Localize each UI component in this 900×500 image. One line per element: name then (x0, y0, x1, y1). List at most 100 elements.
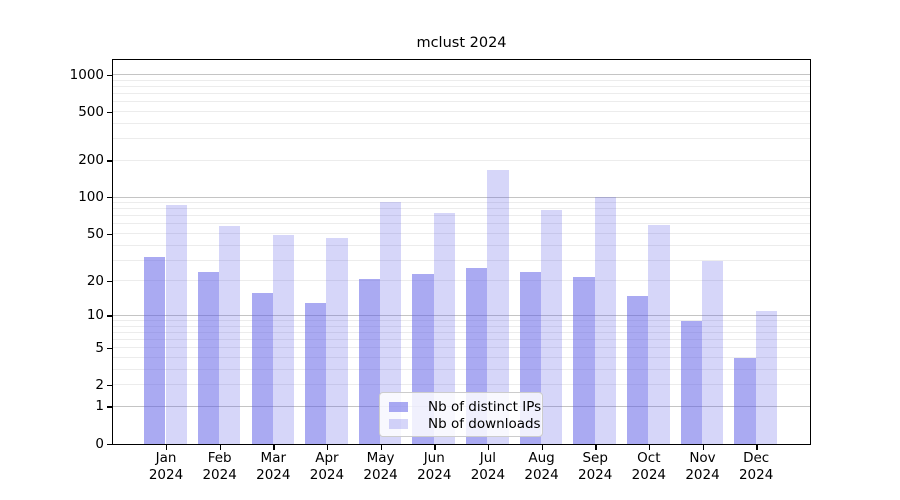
x-tick-label: Oct 2024 (631, 450, 667, 483)
y-tick-label: 2 (95, 376, 104, 393)
bar-distinct-ips (305, 303, 327, 444)
x-tick-label: Jul 2024 (470, 450, 506, 483)
bar-distinct-ips (627, 295, 649, 444)
grid-minor-line (113, 331, 810, 333)
x-tick-mark (219, 444, 222, 450)
x-tick-label: Jun 2024 (417, 450, 452, 483)
bar-downloads (487, 170, 509, 444)
grid-minor-line (113, 93, 810, 95)
bar-downloads (702, 260, 724, 444)
y-tick-label: 1000 (69, 66, 104, 83)
x-tick-label: Nov 2024 (685, 450, 720, 483)
grid-minor-line (113, 223, 810, 225)
bar-downloads (165, 204, 187, 444)
grid-minor-line (113, 280, 810, 282)
bar-downloads (433, 213, 456, 444)
chart-title: mclust 2024 (416, 35, 507, 51)
bar-downloads (648, 225, 670, 444)
bar-distinct-ips (144, 257, 166, 444)
y-tick-mark (107, 280, 112, 283)
x-tick-label: May 2024 (363, 450, 398, 483)
bar-downloads (272, 235, 295, 444)
y-tick-mark (107, 74, 112, 76)
y-tick-mark (107, 160, 112, 162)
grid-minor-line (113, 101, 810, 103)
grid-minor-line (113, 233, 810, 235)
x-tick-label: Jan 2024 (148, 450, 184, 483)
x-tick-label: Aug 2024 (524, 450, 559, 483)
x-tick-label: Feb 2024 (202, 450, 237, 483)
bar-downloads (219, 226, 241, 444)
bar-distinct-ips (358, 278, 381, 444)
legend: Nb of distinct IPs Nb of downloads (379, 392, 543, 437)
grid-minor-line (113, 325, 810, 327)
x-tick-label: Mar 2024 (256, 450, 291, 483)
y-tick-mark (107, 197, 112, 199)
x-tick-mark (273, 444, 275, 450)
bar-downloads (755, 311, 777, 444)
y-tick-label: 500 (78, 103, 104, 120)
grid-minor-line (113, 244, 810, 246)
legend-label-downloads: Nb of downloads (428, 415, 541, 432)
grid-minor-line (113, 347, 810, 349)
legend-item-downloads: Nb of downloads (389, 416, 541, 432)
bar-distinct-ips (251, 292, 273, 444)
grid-major-line (113, 314, 810, 316)
y-tick-label: 1 (95, 398, 104, 415)
grid-minor-line (113, 202, 810, 204)
grid-minor-line (113, 357, 810, 359)
x-tick-label: Dec 2024 (738, 450, 774, 483)
bar-distinct-ips (197, 272, 220, 444)
x-tick-mark (756, 444, 758, 450)
y-tick-mark (107, 233, 112, 235)
x-tick-mark (434, 444, 436, 450)
bar-downloads (326, 238, 348, 444)
x-tick-mark (648, 444, 651, 450)
grid-minor-line (113, 138, 810, 140)
y-tick-mark (107, 406, 112, 408)
x-tick-mark (595, 444, 597, 450)
y-tick-label: 100 (78, 189, 104, 206)
y-tick-mark (107, 347, 112, 350)
grid-minor-line (113, 339, 810, 341)
y-tick-label: 0 (95, 435, 104, 452)
grid-minor-line (113, 320, 810, 322)
y-tick-label: 5 (95, 339, 104, 356)
grid-minor-line (113, 384, 810, 386)
y-tick-label: 10 (86, 307, 104, 324)
y-tick-label: 50 (86, 225, 104, 242)
grid-minor-line (113, 259, 810, 261)
y-tick-mark (107, 315, 112, 317)
grid-major-line (113, 196, 810, 198)
bar-downloads (380, 202, 402, 444)
y-tick-mark (107, 111, 112, 113)
x-tick-mark (326, 444, 329, 450)
gridlines (113, 60, 810, 444)
bar-downloads (541, 210, 563, 444)
bar-downloads (594, 196, 616, 444)
grid-major-line (113, 74, 810, 76)
bars (113, 60, 810, 444)
grid-minor-line (113, 159, 810, 161)
legend-swatch-ips (389, 401, 408, 412)
x-tick-label: Sep 2024 (578, 450, 613, 483)
bar-distinct-ips (680, 321, 702, 444)
x-tick-mark (380, 444, 382, 450)
grid-minor-line (113, 368, 810, 370)
grid-minor-line (113, 111, 810, 113)
x-tick-mark (166, 444, 168, 450)
grid-minor-line (113, 208, 810, 210)
bar-distinct-ips (573, 276, 595, 444)
x-tick-mark (541, 444, 543, 450)
x-tick-mark (702, 444, 704, 450)
bar-distinct-ips (734, 358, 756, 444)
plot-area (112, 59, 811, 445)
y-tick-mark (107, 443, 112, 445)
grid-minor-line (113, 79, 810, 81)
grid-minor-line (113, 122, 810, 124)
grid-minor-line (113, 215, 810, 217)
y-tick-mark (107, 384, 112, 387)
x-tick-mark (487, 444, 490, 450)
y-tick-label: 20 (86, 272, 104, 289)
